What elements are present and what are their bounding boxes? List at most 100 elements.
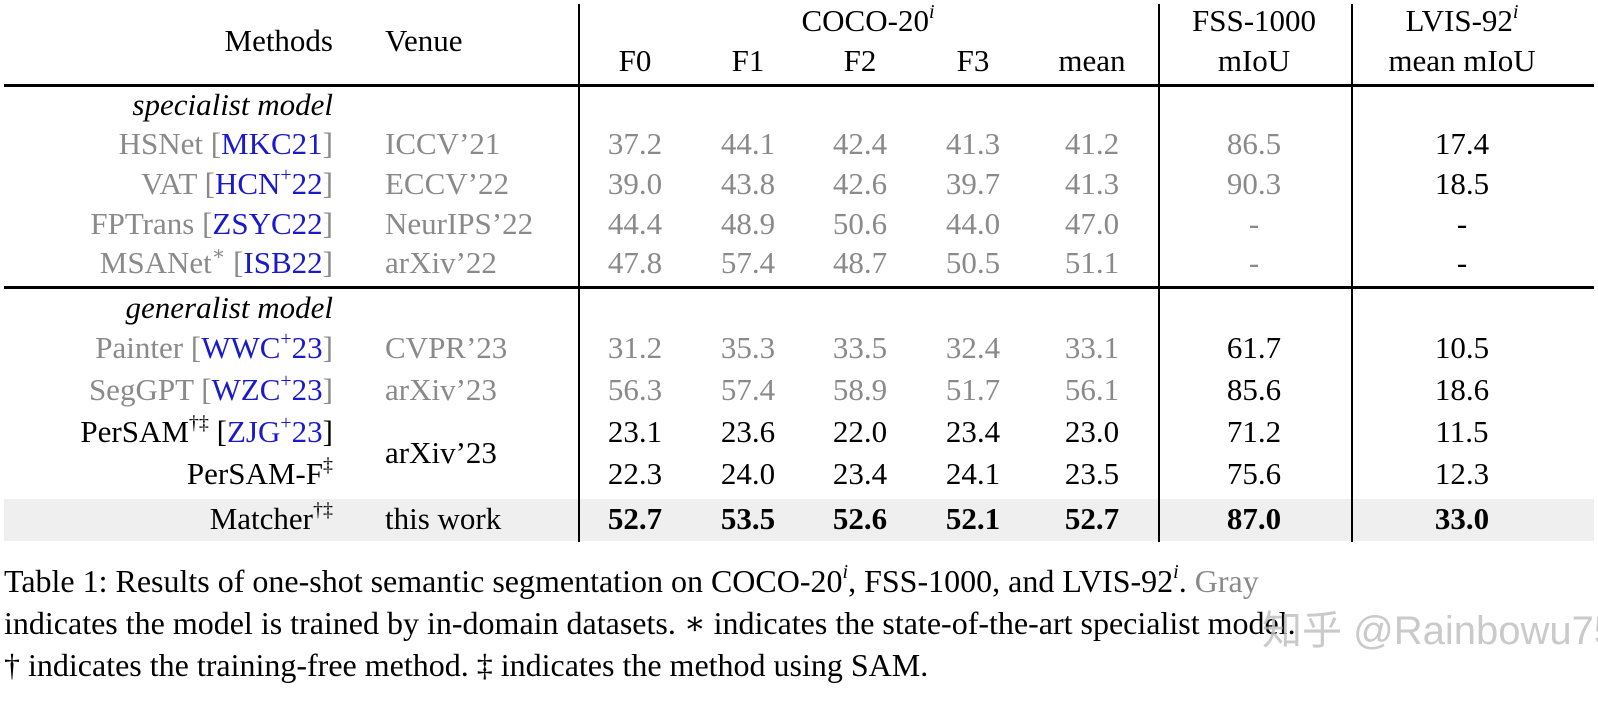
cell-f3: 23.4 (945, 414, 1001, 449)
cell-f2: 42.4 (832, 126, 888, 161)
cell-fss: 90.3 (1226, 166, 1282, 201)
caption-line-3: † indicates the training-free method. ‡ … (4, 647, 929, 683)
cell-lvis: 17.4 (1434, 126, 1490, 161)
header-fold-mean: mean (1058, 43, 1126, 78)
cell-lvis: 18.5 (1434, 166, 1490, 201)
cell-lvis: 11.5 (1435, 414, 1489, 449)
cell-f3: 52.1 (945, 501, 1001, 536)
header-lvis: LVIS-92i (1405, 0, 1519, 38)
row-method-hsnet: HSNet [MKC21] (118, 126, 333, 161)
cell-f3: 39.7 (945, 166, 1001, 201)
cell-mean: 51.1 (1064, 245, 1120, 280)
row-method-persam: PerSAM†‡ [ZJG+23] (80, 411, 333, 449)
results-table: Methods Venue COCO-20i FSS-1000 LVIS-92i… (4, 0, 1594, 542)
cell-f2: 23.4 (832, 456, 888, 491)
cell-f3: 24.1 (945, 456, 1001, 491)
cell-f0: 47.8 (607, 245, 663, 280)
row-venue-persam-merged: arXiv’23 (385, 435, 497, 470)
cell-f2: 52.6 (832, 501, 888, 536)
cell-lvis: 12.3 (1434, 456, 1490, 491)
cell-lvis: - (1456, 245, 1468, 280)
cell-f1: 44.1 (720, 126, 776, 161)
cell-f3: 50.5 (945, 245, 1001, 280)
cell-fss: 86.5 (1226, 126, 1282, 161)
cell-f3: 41.3 (945, 126, 1001, 161)
cell-f2: 22.0 (832, 414, 888, 449)
cell-f2: 50.6 (832, 206, 888, 241)
row-venue: arXiv’22 (385, 245, 497, 280)
table-caption: Table 1: Results of one-shot semantic se… (4, 560, 1594, 686)
cell-f2: 58.9 (832, 372, 888, 407)
row-method-msanet: MSANet∗ [ISB22] (99, 242, 333, 280)
cell-f0: 23.1 (607, 414, 663, 449)
cell-fss: 87.0 (1226, 501, 1282, 536)
cell-lvis: 33.0 (1434, 501, 1490, 536)
cell-f1: 35.3 (720, 330, 776, 365)
cell-f3: 32.4 (945, 330, 1001, 365)
column-divider-fss (1158, 4, 1160, 542)
row-method-fptrans: FPTrans [ZSYC22] (90, 206, 333, 241)
cell-f3: 44.0 (945, 206, 1001, 241)
header-fold-f1: F1 (731, 43, 765, 78)
cell-fss: - (1248, 245, 1260, 280)
cell-fss: 75.6 (1226, 456, 1282, 491)
cell-f2: 48.7 (832, 245, 888, 280)
row-venue: this work (385, 501, 502, 536)
cell-lvis: 18.6 (1434, 372, 1490, 407)
cell-f1: 57.4 (720, 245, 776, 280)
row-method-seggpt: SegGPT [WZC+23] (88, 369, 333, 407)
cell-lvis: 10.5 (1434, 330, 1490, 365)
header-rule (4, 84, 1594, 87)
row-venue: ECCV’22 (385, 166, 509, 201)
highlight-row-background (4, 499, 1594, 541)
row-method-persam-f: PerSAM-F‡ (186, 453, 333, 491)
row-method-vat: VAT [HCN+22] (141, 163, 333, 201)
group-label-specialist: specialist model (132, 87, 333, 122)
caption-line-1: Table 1: Results of one-shot semantic se… (4, 561, 1259, 599)
cell-f1: 23.6 (720, 414, 776, 449)
cell-mean: 33.1 (1064, 330, 1120, 365)
row-venue: NeurIPS’22 (385, 206, 534, 241)
cell-f0: 52.7 (607, 501, 663, 536)
cell-mean: 41.3 (1064, 166, 1120, 201)
cell-mean: 47.0 (1064, 206, 1120, 241)
header-venue: Venue (385, 23, 463, 58)
cell-mean: 23.5 (1064, 456, 1120, 491)
cell-mean: 23.0 (1064, 414, 1120, 449)
header-coco: COCO-20i (801, 0, 935, 38)
cell-f0: 31.2 (607, 330, 663, 365)
watermark: 知乎 @Rainbowu751 (1262, 609, 1598, 653)
cell-f1: 57.4 (720, 372, 776, 407)
header-fold-f2: F2 (843, 43, 877, 78)
row-venue: CVPR’23 (385, 330, 508, 365)
header-fss-metric: mIoU (1217, 43, 1291, 78)
cell-f0: 39.0 (607, 166, 663, 201)
header-fss: FSS-1000 (1191, 3, 1317, 38)
row-venue: ICCV’21 (385, 126, 501, 161)
cell-fss: - (1248, 206, 1260, 241)
cell-lvis: - (1456, 206, 1468, 241)
row-venue: arXiv’23 (385, 372, 497, 407)
group-label-generalist: generalist model (125, 290, 334, 325)
cell-f2: 33.5 (832, 330, 888, 365)
cell-f0: 56.3 (607, 372, 663, 407)
group-rule (4, 286, 1594, 289)
row-method-painter: Painter [WWC+23] (95, 327, 333, 365)
cell-f1: 48.9 (720, 206, 776, 241)
cell-fss: 85.6 (1226, 372, 1282, 407)
caption-line-2: indicates the model is trained by in-dom… (4, 605, 1296, 641)
cell-fss: 61.7 (1226, 330, 1282, 365)
cell-f1: 53.5 (720, 501, 776, 536)
column-divider-coco (578, 4, 580, 542)
row-method-matcher: Matcher†‡ (209, 498, 333, 536)
column-divider-lvis (1351, 4, 1353, 542)
cell-f2: 42.6 (832, 166, 888, 201)
header-fold-f3: F3 (956, 43, 990, 78)
cell-mean: 52.7 (1064, 501, 1120, 536)
header-fold-f0: F0 (618, 43, 652, 78)
cell-f1: 43.8 (720, 166, 776, 201)
cell-f1: 24.0 (720, 456, 776, 491)
header-methods: Methods (224, 23, 334, 58)
cell-mean: 56.1 (1064, 372, 1120, 407)
cell-mean: 41.2 (1064, 126, 1120, 161)
